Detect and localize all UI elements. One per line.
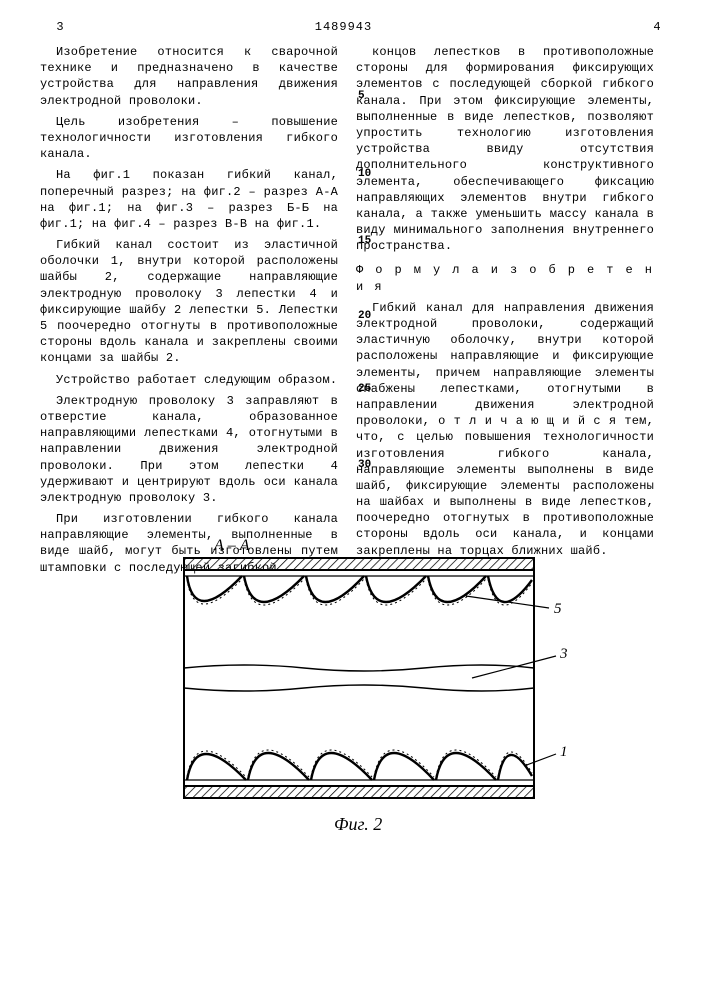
petals-bottom xyxy=(187,750,532,780)
patent-number: 1489943 xyxy=(65,20,622,34)
line-number: 30 xyxy=(358,459,371,471)
paragraph: Гибкий канал состоит из эластичной оболо… xyxy=(40,237,338,367)
text-columns: Изобретение относится к сварочной техник… xyxy=(40,44,677,504)
page-header: 3 1489943 4 xyxy=(40,20,677,34)
formula-title: Ф о р м у л а и з о б р е т е н и я xyxy=(356,262,654,294)
paragraph: Электродную проволоку 3 заправляют в отв… xyxy=(40,393,338,506)
paragraph: На фиг.1 показан гибкий канал, поперечны… xyxy=(40,167,338,232)
paragraph: концов лепестков в противоположные сторо… xyxy=(356,44,654,254)
line-number: 10 xyxy=(358,168,371,180)
ref-3: 3 xyxy=(559,646,568,662)
paragraph: Устройство работает следующим образом. xyxy=(40,372,338,388)
ref-1: 1 xyxy=(560,744,568,760)
patent-page: 3 1489943 4 5 10 15 20 25 30 Изобретение… xyxy=(0,0,707,1000)
right-column: концов лепестков в противоположные сторо… xyxy=(356,44,654,504)
ref-5: 5 xyxy=(554,601,562,617)
figure-caption: Фиг. 2 xyxy=(334,814,382,834)
line-number: 20 xyxy=(358,310,371,322)
line-number: 15 xyxy=(358,235,371,247)
paragraph: Цель изобретения – повышение технологичн… xyxy=(40,114,338,163)
left-column: Изобретение относится к сварочной техник… xyxy=(40,44,338,504)
section-label: А – А xyxy=(213,537,250,554)
figure-svg: А – А xyxy=(124,518,594,838)
paragraph: Изобретение относится к сварочной техник… xyxy=(40,44,338,109)
claim-paragraph: Гибкий канал для направления движения эл… xyxy=(356,300,654,559)
line-number: 25 xyxy=(358,383,371,395)
line-number: 5 xyxy=(358,90,365,102)
petals-top xyxy=(187,576,532,605)
page-number-right: 4 xyxy=(637,20,677,34)
